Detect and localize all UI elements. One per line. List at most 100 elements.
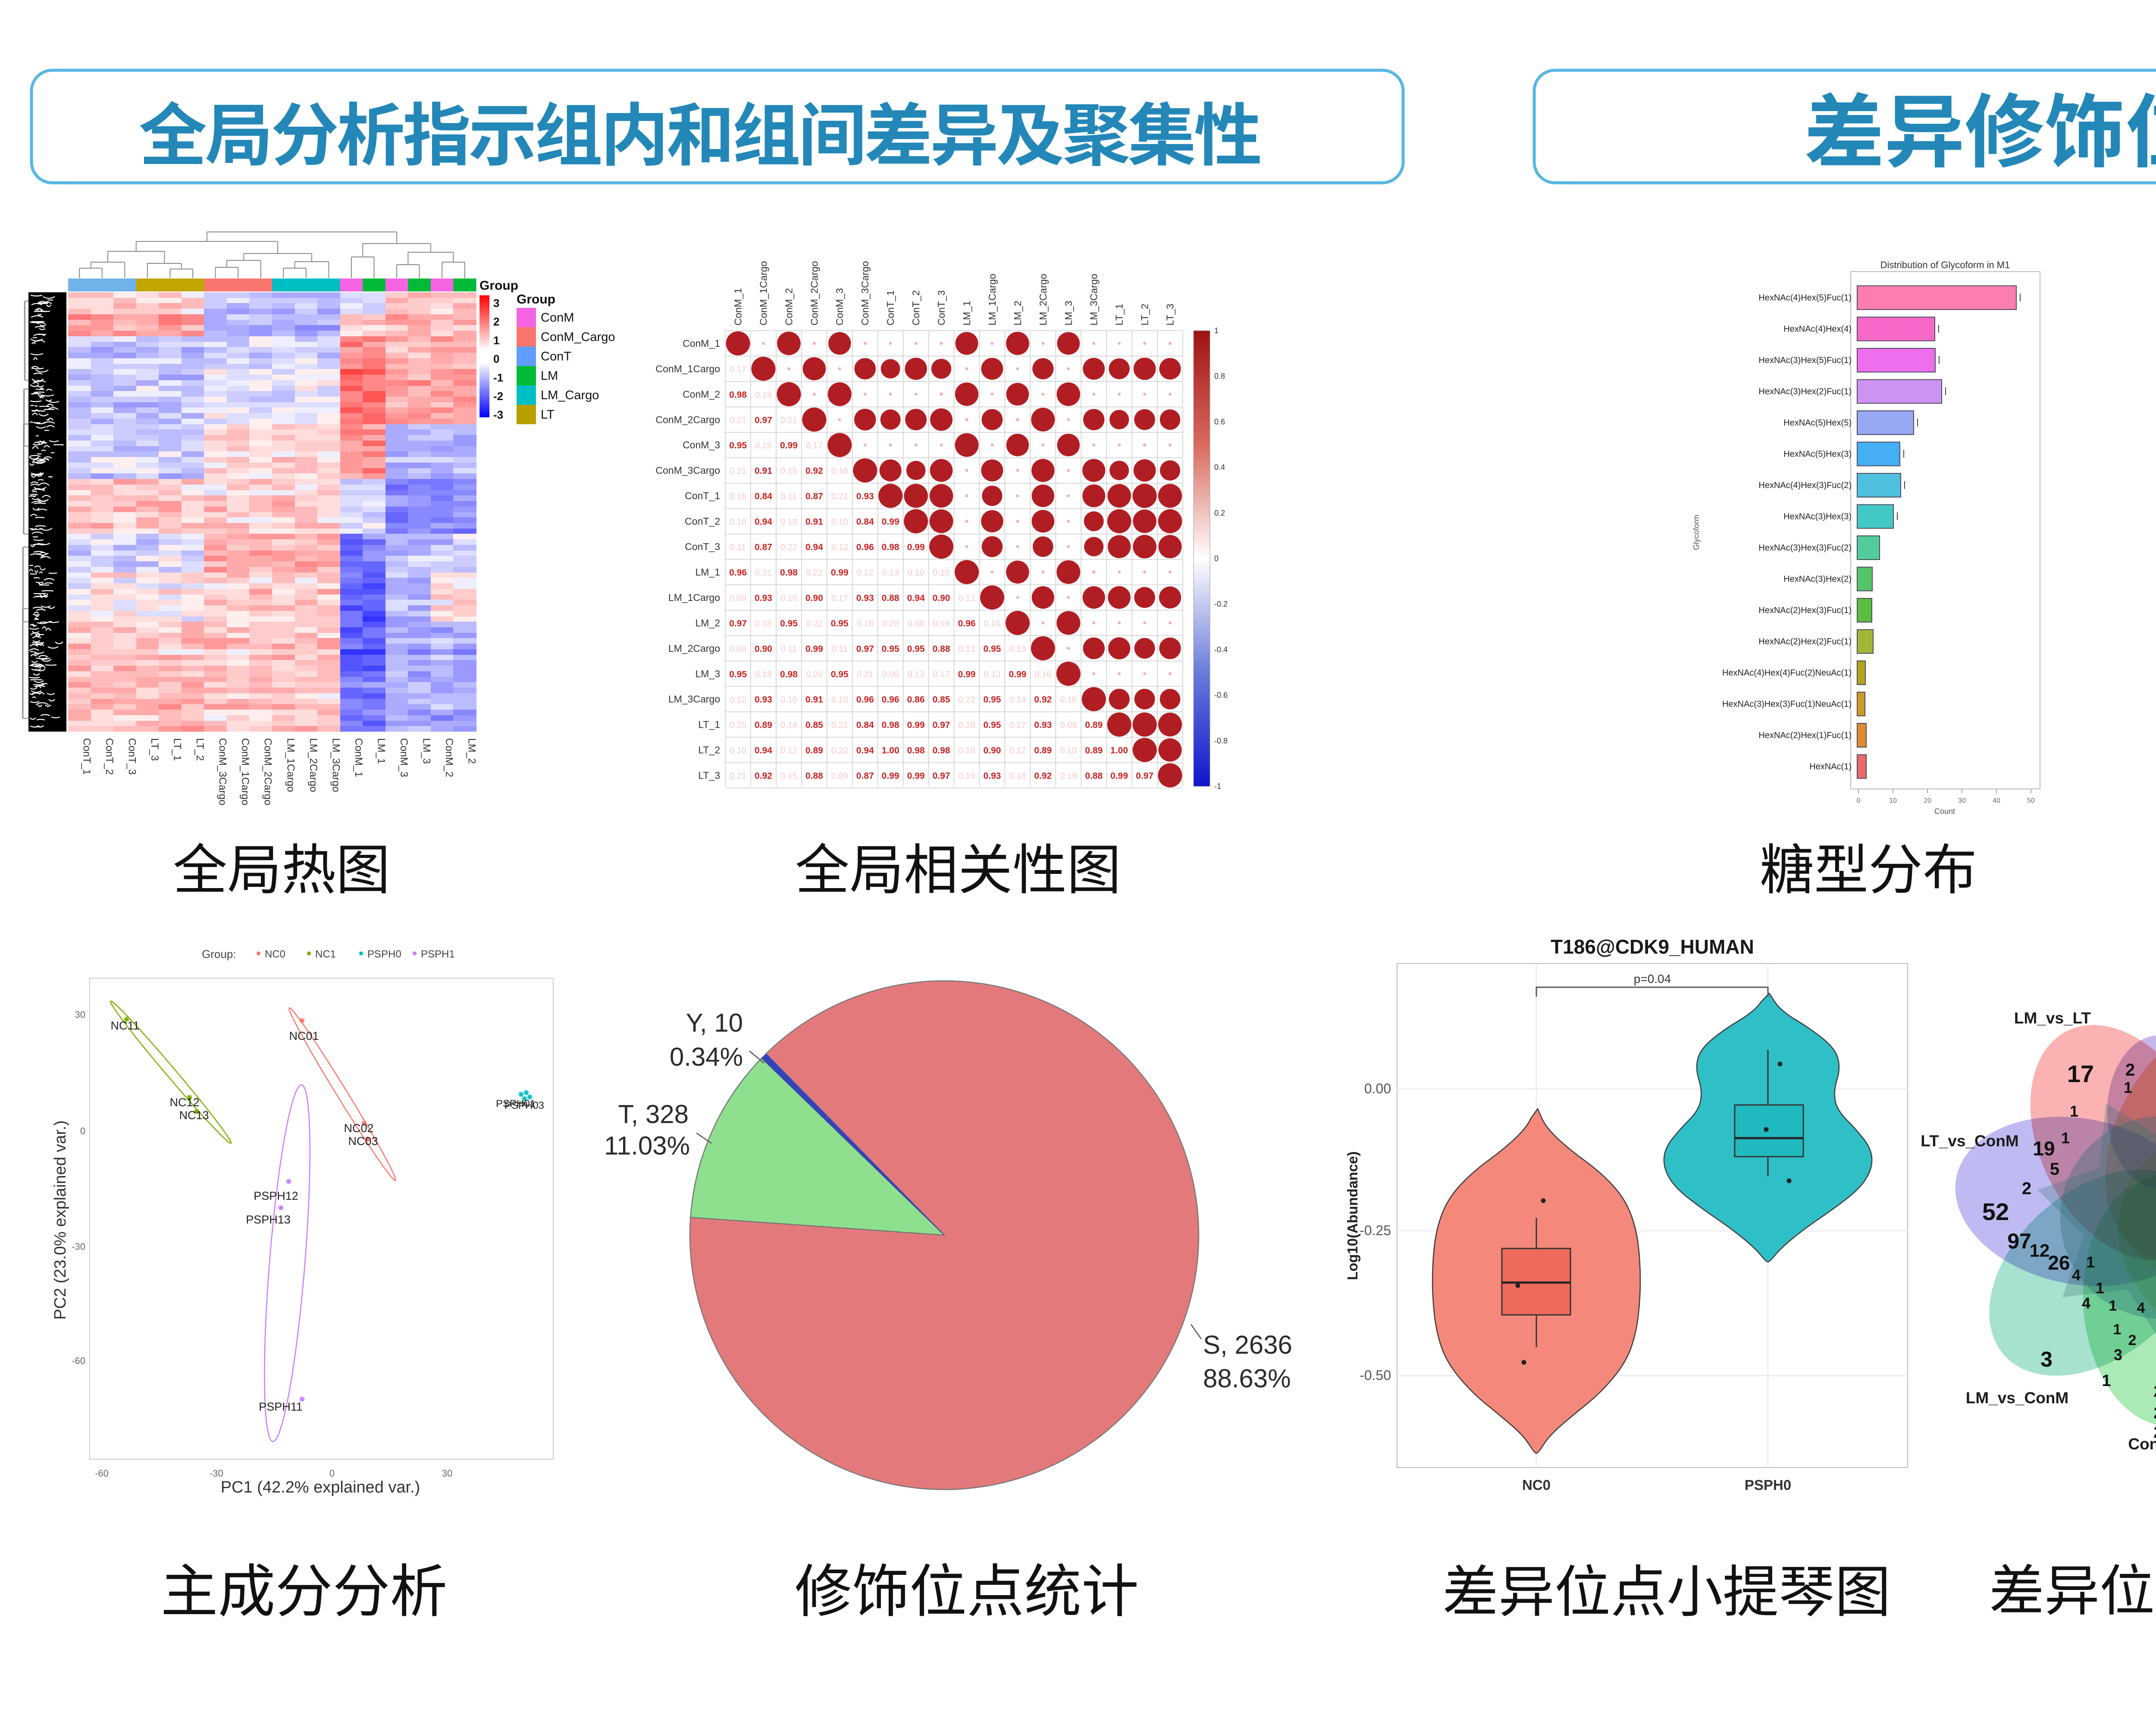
svg-text:0.11: 0.11 [781,492,797,501]
svg-text:PSPH12: PSPH12 [254,1189,298,1202]
svg-text:0.17: 0.17 [933,670,950,679]
svg-text:HexNAc(3)Hex(3)Fuc(2): HexNAc(3)Hex(3)Fuc(2) [1758,543,1852,553]
svg-text:3: 3 [493,297,499,310]
svg-text:Group:: Group: [202,948,236,961]
svg-text:0.95: 0.95 [983,644,1001,654]
svg-text:LM_3Cargo: LM_3Cargo [1088,274,1100,325]
svg-text:88.63%: 88.63% [1203,1364,1291,1393]
svg-text:0.93: 0.93 [1034,720,1052,730]
svg-text:0.98: 0.98 [882,542,899,552]
svg-text:0.86: 0.86 [907,695,925,705]
svg-text:0.84: 0.84 [856,720,874,730]
svg-text:LM_2Cargo: LM_2Cargo [668,643,720,654]
svg-text:0.84: 0.84 [755,491,772,501]
svg-text:0.16: 0.16 [984,619,1000,629]
svg-text:LT_2: LT_2 [1139,304,1150,325]
svg-text:HexNAc(5)Hex(3): HexNAc(5)Hex(3) [1783,450,1852,459]
svg-text:0.99: 0.99 [882,517,899,527]
svg-text:ConM_vs_ConM_Cargo: ConM_vs_ConM_Cargo [2128,1435,2156,1453]
svg-text:3: 3 [2114,1346,2122,1364]
svg-text:ConT: ConT [541,350,571,363]
svg-text:-0.25: -0.25 [1360,1223,1391,1238]
svg-text:HexNAc(4)Hex(3)Fuc(2): HexNAc(4)Hex(3)Fuc(2) [1758,481,1852,490]
svg-text:11.03%: 11.03% [604,1131,690,1160]
svg-text:ConM_2: ConM_2 [443,738,455,777]
svg-text:LM_Cargo: LM_Cargo [541,388,599,402]
svg-text:0.22: 0.22 [959,695,975,705]
svg-text:0.90: 0.90 [933,593,950,603]
svg-text:0.94: 0.94 [805,542,823,552]
svg-text:Count: Count [1934,807,1955,816]
svg-text:0.97: 0.97 [755,415,772,425]
svg-text:0.15: 0.15 [780,466,797,476]
svg-text:0.99: 0.99 [1009,670,1026,679]
svg-text:19: 19 [2033,1137,2055,1160]
svg-text:0.89: 0.89 [1085,746,1103,756]
svg-text:0.95: 0.95 [729,670,747,679]
svg-text:-1: -1 [1214,782,1221,791]
svg-text:0.98: 0.98 [882,720,899,730]
svg-text:-30: -30 [72,1241,85,1252]
svg-text:0.99: 0.99 [907,720,925,730]
svg-text:20: 20 [1924,797,1931,804]
svg-text:0.11: 0.11 [781,645,797,654]
svg-text:0.96: 0.96 [856,542,874,552]
svg-text:LM_3Cargo: LM_3Cargo [330,738,342,792]
svg-text:ConM_2Cargo: ConM_2Cargo [808,261,820,325]
svg-text:ConM_2Cargo: ConM_2Cargo [262,738,274,805]
svg-text:ConM_3: ConM_3 [398,738,410,777]
svg-text:0.16: 0.16 [730,492,746,501]
svg-text:0.10: 0.10 [831,517,848,527]
svg-text:LM_vs_ConM: LM_vs_ConM [1966,1389,2068,1407]
svg-text:0.84: 0.84 [856,517,874,527]
svg-text:0.18: 0.18 [959,721,975,730]
svg-text:ConM: ConM [541,311,574,325]
svg-text:97: 97 [2007,1229,2031,1253]
svg-text:0.85: 0.85 [805,720,823,730]
svg-text:ConM_3Cargo: ConM_3Cargo [655,465,720,476]
svg-text:0.18: 0.18 [857,619,874,629]
svg-text:0.08: 0.08 [730,645,746,654]
svg-text:1: 1 [1214,326,1219,335]
svg-text:0.92: 0.92 [755,771,772,781]
svg-text:1: 1 [2109,1298,2117,1314]
svg-text:0.16: 0.16 [1034,670,1051,679]
svg-text:0.17: 0.17 [1009,721,1026,730]
svg-text:ConM_3: ConM_3 [834,288,845,325]
svg-text:0.10: 0.10 [780,695,797,705]
svg-text:LT_3: LT_3 [149,738,160,761]
svg-text:ConT_3: ConT_3 [685,541,720,552]
svg-text:0.16: 0.16 [780,594,797,603]
svg-text:HexNAc(5)Hex(5): HexNAc(5)Hex(5) [1783,418,1852,428]
svg-text:0: 0 [1857,797,1861,804]
svg-text:HexNAc(3)Hex(5)Fuc(1): HexNAc(3)Hex(5)Fuc(1) [1758,356,1852,365]
svg-text:LT: LT [541,408,555,422]
svg-text:40: 40 [1993,797,2000,804]
svg-text:LM_vs_LT: LM_vs_LT [2014,1009,2091,1027]
svg-text:0.18: 0.18 [755,670,772,679]
svg-text:0.20: 0.20 [730,721,746,730]
svg-text:T186@CDK9_HUMAN: T186@CDK9_HUMAN [1551,936,1754,958]
svg-text:LM_2Cargo: LM_2Cargo [1037,274,1049,325]
svg-text:0.93: 0.93 [856,593,874,603]
svg-text:ConT_3: ConT_3 [936,290,947,325]
svg-text:0.20: 0.20 [806,670,823,679]
svg-text:0: 0 [329,1468,335,1479]
svg-text:0: 0 [1214,554,1219,563]
svg-text:ConM_2Cargo: ConM_2Cargo [655,414,720,425]
svg-text:0.12: 0.12 [730,695,746,705]
svg-text:LT_vs_ConM: LT_vs_ConM [1921,1132,2019,1150]
svg-text:LT_3: LT_3 [1165,304,1176,325]
svg-text:-60: -60 [95,1468,109,1479]
svg-text:LM_2: LM_2 [695,617,720,629]
svg-text:1: 1 [493,334,499,347]
svg-text:0.88: 0.88 [933,644,950,654]
svg-text:0.95: 0.95 [831,670,849,679]
svg-text:0.96: 0.96 [958,619,976,629]
svg-text:HexNAc(2)Hex(3)Fuc(1): HexNAc(2)Hex(3)Fuc(1) [1758,606,1852,615]
svg-text:4: 4 [2072,1266,2081,1284]
svg-text:2: 2 [2128,1332,2137,1349]
svg-text:0.17: 0.17 [831,594,848,603]
svg-text:LM_3: LM_3 [421,738,432,764]
svg-text:0.99: 0.99 [958,670,976,679]
